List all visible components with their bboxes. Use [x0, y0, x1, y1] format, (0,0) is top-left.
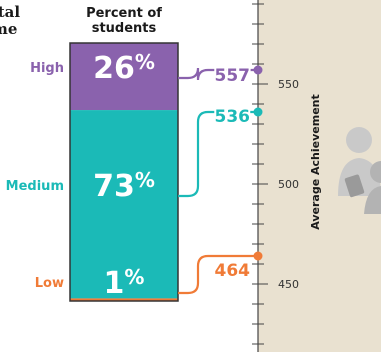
- partial-title-line1: ital: [0, 3, 21, 21]
- category-label-medium: Medium: [6, 179, 64, 194]
- axis-title: Average Achievement: [309, 94, 322, 230]
- category-label-high: High: [30, 61, 64, 76]
- student-head-icon: [346, 127, 372, 153]
- bar-value-percent-sign: %: [124, 265, 144, 289]
- column-header-line1: Percent of: [86, 6, 162, 21]
- student-head-icon: [370, 161, 381, 183]
- bar-value-number: 26: [93, 51, 135, 86]
- bar-value-label: 73%: [93, 168, 155, 204]
- connectors: 557 536 464: [178, 64, 263, 295]
- connector-low: [178, 254, 258, 295]
- partial-title-line2: me: [0, 20, 18, 38]
- bar-value-label: 26%: [93, 50, 155, 86]
- category-label-low: Low: [35, 276, 64, 291]
- students-with-tablet-icon: [338, 127, 381, 214]
- student-body-icon: [364, 186, 381, 214]
- column-header-line2: students: [91, 21, 157, 36]
- connector-medium: [178, 110, 258, 198]
- achievement-axis: 450 500 550 Average Achievement: [252, 0, 322, 352]
- achievement-dot-high: [253, 65, 263, 75]
- bar-segment-low: [70, 298, 178, 301]
- stacked-bar: 26% High 73% Medium 1% Low: [6, 42, 179, 302]
- bar-value-number: 73: [93, 169, 135, 204]
- axis-tick-label: 550: [278, 78, 299, 91]
- achievement-value-low: 464: [215, 261, 251, 281]
- bar-segment-medium: [70, 110, 178, 299]
- bar-segment-high: [70, 43, 178, 111]
- bar-value-percent-sign: %: [135, 50, 155, 74]
- achievement-value-high: 557: [215, 66, 251, 86]
- partial-title: ital me: [0, 4, 20, 38]
- axis-tick-label: 450: [278, 278, 299, 291]
- bar-value-label: 1%: [104, 265, 145, 301]
- tablet-icon: [344, 174, 365, 198]
- bar-outline: [69, 42, 179, 302]
- achievement-value-medium: 536: [215, 107, 251, 127]
- bar-value-percent-sign: %: [135, 168, 155, 192]
- achievement-dot-low: [253, 251, 263, 261]
- achievement-dot-medium: [253, 107, 263, 117]
- column-header: Percent of students: [70, 6, 178, 36]
- bar-value-number: 1: [104, 266, 125, 301]
- axis-tick-label: 500: [278, 178, 299, 191]
- connector-high: [178, 67, 258, 81]
